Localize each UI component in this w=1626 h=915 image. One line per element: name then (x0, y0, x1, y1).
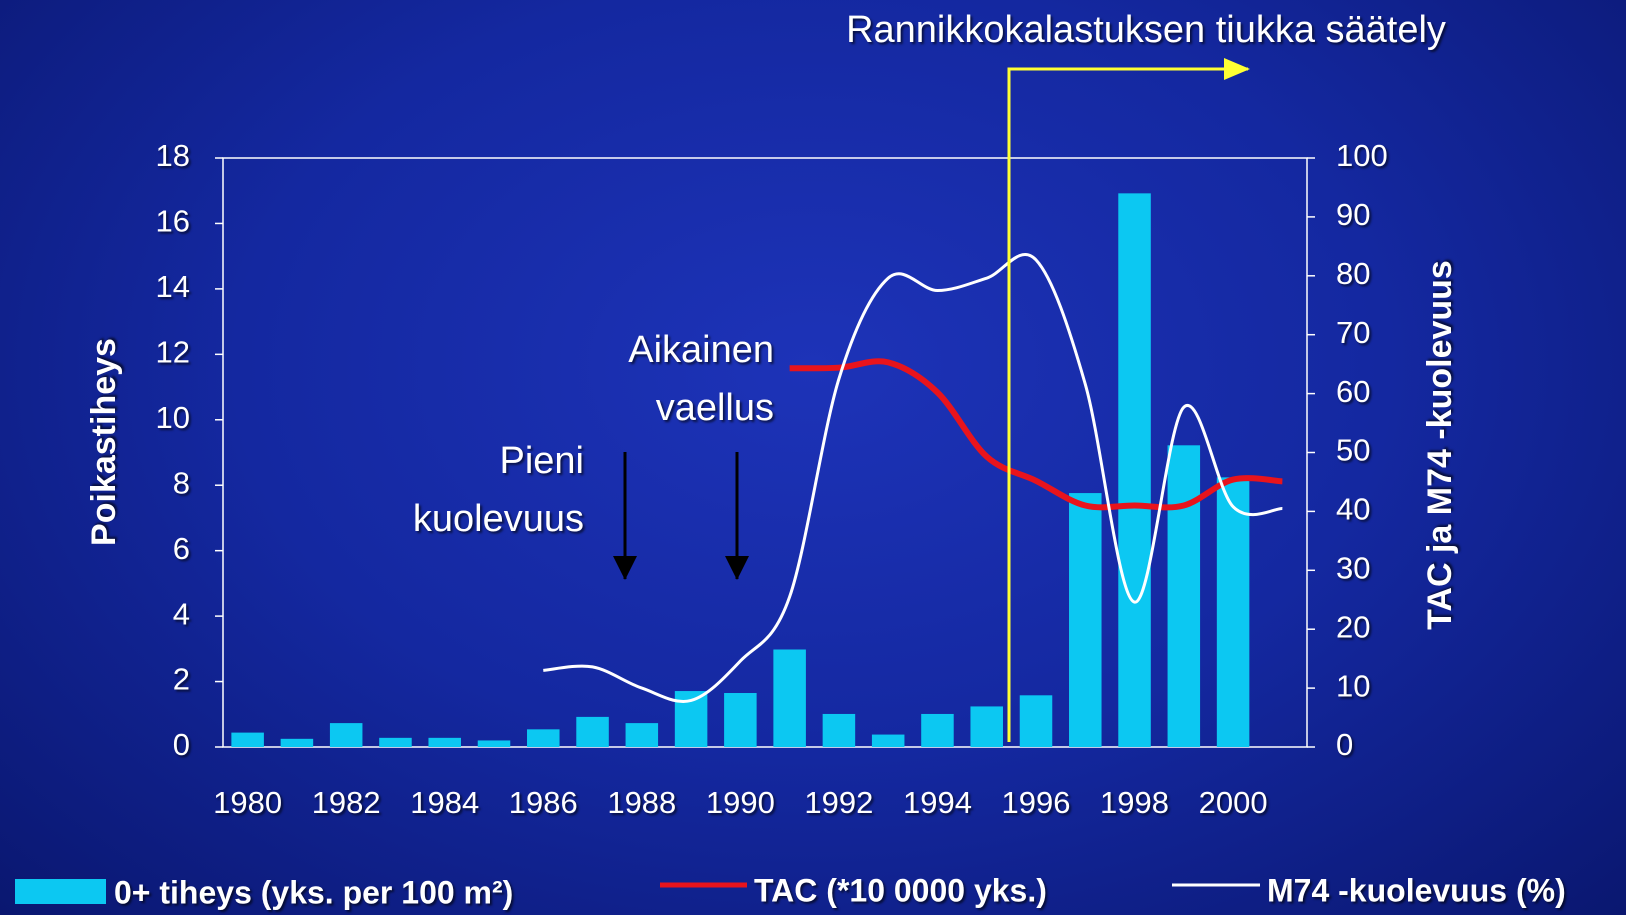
y2-tick-label: 0 (1336, 727, 1353, 762)
annotation: vaellus (656, 387, 774, 429)
x-tick-label: 1982 (312, 785, 381, 820)
x-tick-label: 1986 (509, 785, 578, 820)
y2-tick-label: 70 (1336, 315, 1370, 350)
y2-tick-label: 50 (1336, 433, 1370, 468)
x-tick-label: 1988 (607, 785, 676, 820)
bar (1216, 477, 1250, 747)
y2-tick-label: 30 (1336, 550, 1370, 585)
y2-tick-label: 60 (1336, 374, 1370, 409)
bar (576, 716, 609, 747)
y2-axis-label: TAC ja M74 -kuolevuus (1421, 260, 1459, 630)
y-tick-label: 16 (156, 204, 190, 239)
y-tick-label: 2 (173, 662, 190, 697)
bar (1019, 695, 1053, 747)
x-tick-label: 1994 (903, 785, 972, 820)
y-tick-label: 18 (156, 138, 190, 173)
bar (231, 732, 264, 747)
arrow-head (725, 556, 749, 580)
legend-swatch (15, 879, 106, 904)
y-tick-label: 4 (173, 596, 190, 631)
y2-tick-label: 20 (1336, 609, 1370, 644)
line (543, 253, 1283, 703)
y-axis-label: Poikastiheys (85, 338, 123, 546)
y-tick-label: 8 (173, 465, 190, 500)
bar (921, 713, 954, 747)
line (789, 358, 1283, 511)
legend-label: TAC (*10 0000 yks.) (754, 872, 1047, 908)
bar (527, 729, 560, 747)
bar (773, 649, 806, 747)
y-tick-label: 6 (173, 531, 190, 566)
bar (379, 737, 412, 747)
bar (329, 723, 363, 747)
bar (1069, 493, 1102, 747)
x-tick-label: 1996 (1002, 785, 1071, 820)
y2-tick-label: 100 (1336, 138, 1388, 173)
x-tick-label: 2000 (1199, 785, 1268, 820)
x-tick-label: 1990 (706, 785, 775, 820)
y-tick-label: 0 (173, 727, 190, 762)
regulation-arrow (1007, 58, 1250, 742)
y2-tick-label: 80 (1336, 256, 1370, 291)
y-tick-label: 12 (156, 335, 190, 370)
x-tick-label: 1984 (410, 785, 479, 820)
annotation: Aikainen (628, 329, 774, 371)
y-tick-label: 10 (156, 400, 190, 435)
annotation: kuolevuus (413, 498, 584, 540)
annotation: Rannikkokalastuksen tiukka säätely (846, 9, 1446, 51)
x-tick-label: 1998 (1100, 785, 1169, 820)
bar (477, 740, 511, 747)
bar (822, 713, 856, 747)
x-tick-label: 1992 (804, 785, 873, 820)
y-tick-label: 14 (156, 269, 190, 304)
marks (231, 193, 1283, 748)
bar (724, 693, 757, 747)
bar (625, 723, 659, 747)
arrow-head (613, 556, 637, 580)
annotation: Pieni (500, 440, 585, 482)
bar (871, 734, 905, 747)
y2-tick-label: 40 (1336, 492, 1370, 527)
legend-label: M74 -kuolevuus (%) (1267, 872, 1566, 908)
x-tick-label: 1980 (213, 785, 282, 820)
legend-label: 0+ tiheys (yks. per 100 m²) (114, 874, 513, 910)
bar (1118, 193, 1151, 748)
bar (280, 738, 314, 747)
bar (970, 706, 1003, 747)
y2-tick-label: 10 (1336, 668, 1370, 703)
y2-tick-label: 90 (1336, 197, 1370, 232)
bar (1167, 445, 1201, 747)
bar (428, 737, 461, 747)
